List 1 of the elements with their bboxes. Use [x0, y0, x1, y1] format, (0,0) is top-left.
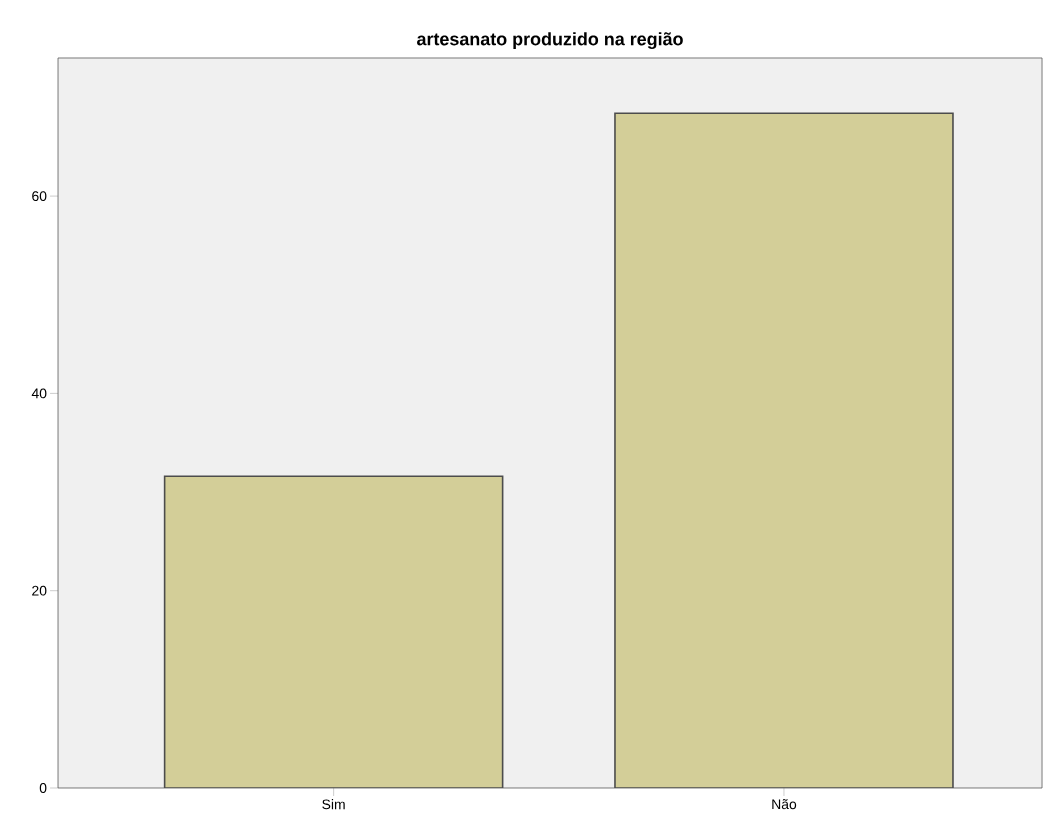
chart-title: artesanato produzido na região [417, 32, 683, 50]
